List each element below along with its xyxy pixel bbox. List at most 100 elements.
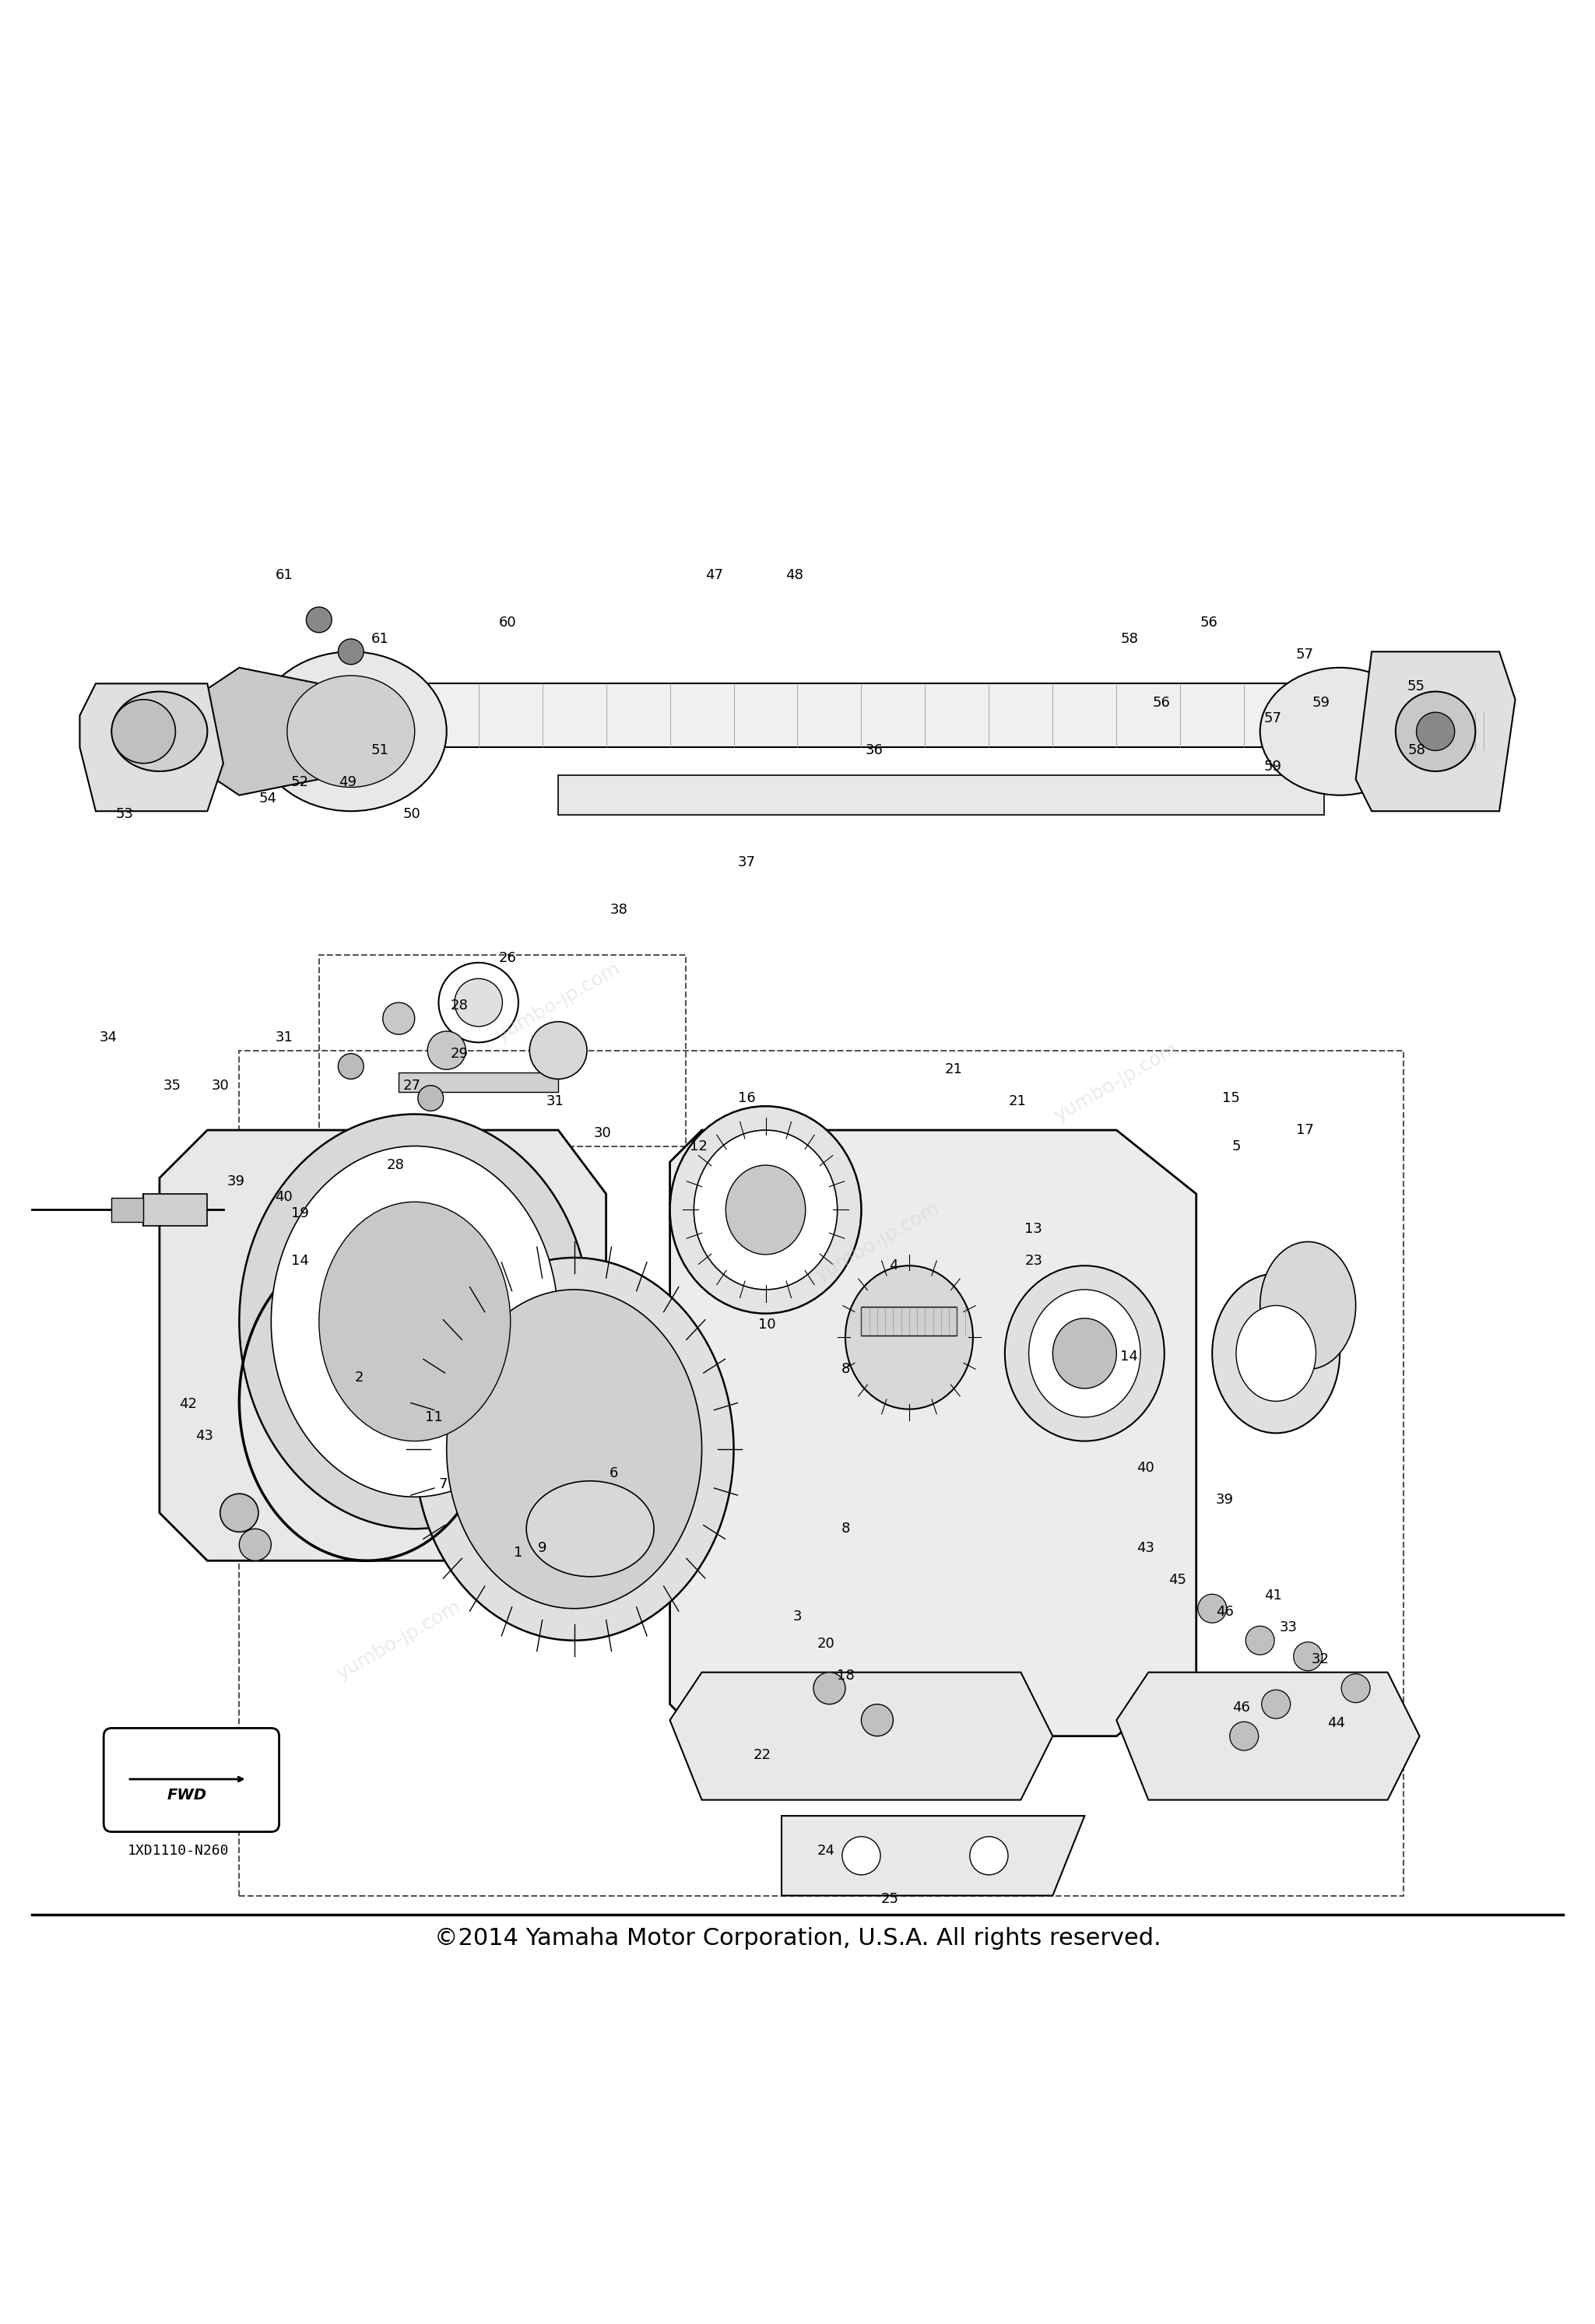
Text: ©2014 Yamaha Motor Corporation, U.S.A. All rights reserved.: ©2014 Yamaha Motor Corporation, U.S.A. A… [434,1927,1161,1950]
Text: 1XD1110-N260: 1XD1110-N260 [128,1843,230,1857]
Text: 26: 26 [498,951,517,964]
Ellipse shape [726,1164,805,1255]
Circle shape [306,607,332,632]
FancyBboxPatch shape [104,1729,279,1831]
Bar [558,776,1324,816]
Ellipse shape [1260,1241,1356,1369]
Text: 37: 37 [737,855,756,869]
Text: 7: 7 [439,1478,448,1492]
Text: 52: 52 [290,776,309,790]
Text: 33: 33 [1279,1620,1298,1634]
Ellipse shape [271,1146,558,1497]
Bar [399,1074,558,1092]
Text: 22: 22 [753,1748,772,1762]
Ellipse shape [845,1267,973,1408]
Ellipse shape [1005,1267,1164,1441]
Ellipse shape [526,1480,654,1576]
Text: 15: 15 [1222,1092,1241,1106]
Circle shape [970,1836,1008,1875]
Bar [112,1197,144,1222]
Ellipse shape [112,693,207,772]
Text: 61: 61 [274,567,293,581]
Text: 55: 55 [1407,679,1426,695]
Text: 28: 28 [450,999,469,1013]
Text: 28: 28 [386,1157,405,1171]
Ellipse shape [1212,1274,1340,1434]
Circle shape [1416,711,1455,751]
Text: 21: 21 [1008,1095,1027,1109]
Text: 11: 11 [424,1411,443,1425]
Text: 5: 5 [1231,1139,1241,1153]
Circle shape [1396,693,1475,772]
Text: yumbo-jp.com: yumbo-jp.com [812,1199,943,1285]
Text: 41: 41 [1263,1590,1282,1604]
Text: 24: 24 [817,1843,836,1857]
Polygon shape [1356,651,1515,811]
Text: 14: 14 [290,1255,309,1269]
Circle shape [239,1529,271,1562]
Polygon shape [1116,1673,1420,1799]
Ellipse shape [1236,1306,1316,1401]
Circle shape [455,978,502,1027]
Text: 56: 56 [1152,695,1171,709]
Text: 31: 31 [274,1030,293,1043]
Text: 14: 14 [1120,1350,1139,1364]
Text: 30: 30 [593,1127,612,1141]
Text: 27: 27 [402,1078,421,1092]
Text: 8: 8 [841,1522,850,1536]
Ellipse shape [319,1202,510,1441]
Circle shape [1198,1594,1227,1622]
Text: 19: 19 [290,1206,309,1220]
Text: 57: 57 [1295,648,1314,662]
Text: 12: 12 [689,1139,708,1153]
Text: 42: 42 [179,1397,198,1411]
Text: 25: 25 [880,1892,900,1906]
Text: 21: 21 [944,1062,963,1076]
Text: 31: 31 [545,1095,565,1109]
Text: 32: 32 [1311,1652,1330,1666]
Text: 58: 58 [1120,632,1139,646]
Circle shape [418,1085,443,1111]
Polygon shape [670,1129,1196,1736]
Circle shape [383,1002,415,1034]
Text: 13: 13 [1024,1222,1043,1236]
Circle shape [427,1032,466,1069]
Text: yumbo-jp.com: yumbo-jp.com [493,960,624,1046]
Text: 17: 17 [1295,1122,1314,1136]
Text: 48: 48 [785,567,804,581]
Text: 43: 43 [195,1429,214,1443]
Text: yumbo-jp.com: yumbo-jp.com [333,1597,464,1683]
Circle shape [338,639,364,665]
Text: 57: 57 [1263,711,1282,725]
Polygon shape [80,683,223,811]
Text: 38: 38 [609,904,628,918]
Text: 16: 16 [737,1092,756,1106]
Text: 58: 58 [1407,744,1426,758]
Text: 20: 20 [817,1636,836,1650]
Text: yumbo-jp.com: yumbo-jp.com [1051,1039,1182,1125]
Text: 49: 49 [338,776,357,790]
Bar [861,1306,957,1336]
Text: 30: 30 [211,1078,230,1092]
Text: 50: 50 [402,806,421,820]
Text: 9: 9 [538,1541,547,1555]
Circle shape [338,1053,364,1078]
Text: 40: 40 [274,1190,293,1204]
Ellipse shape [447,1290,702,1608]
Circle shape [1230,1722,1258,1750]
Text: 36: 36 [864,744,884,758]
Ellipse shape [1053,1318,1116,1387]
Ellipse shape [415,1257,734,1641]
Text: 47: 47 [705,567,724,581]
Text: 56: 56 [1199,616,1219,630]
Text: 35: 35 [163,1078,182,1092]
Circle shape [439,962,518,1043]
Text: 44: 44 [1327,1717,1346,1731]
Circle shape [1294,1643,1322,1671]
Text: 18: 18 [836,1669,855,1683]
Ellipse shape [1029,1290,1140,1418]
Circle shape [813,1673,845,1703]
Circle shape [1262,1690,1290,1717]
Text: 40: 40 [1136,1462,1155,1476]
Ellipse shape [287,676,415,788]
